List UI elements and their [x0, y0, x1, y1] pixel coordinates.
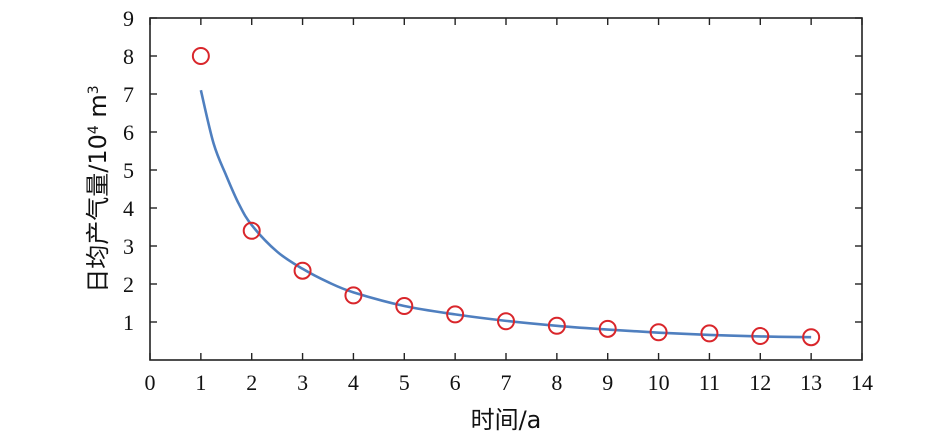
data-point: [700, 324, 719, 343]
x-tick-label: 8: [551, 370, 562, 395]
y-tick-label: 9: [123, 6, 134, 31]
y-tick-labels: 1 2 3 4 5 6 7 8 9: [123, 6, 134, 335]
x-tick-label: 13: [800, 370, 822, 395]
y-axis-label-main: 日均产气量/10: [84, 134, 112, 293]
y-axis-label-exponent: 4: [86, 125, 102, 134]
x-tick-label: 7: [501, 370, 512, 395]
x-tick-label: 12: [749, 370, 771, 395]
y-tick-label: 5: [123, 158, 134, 183]
x-tick-label: 9: [602, 370, 613, 395]
series-marks: [191, 47, 821, 347]
y-axis-label-unit-exponent: 3: [86, 85, 102, 94]
data-point: [191, 47, 210, 65]
y-tick-label: 1: [123, 310, 134, 335]
y-tick-label: 4: [123, 196, 134, 221]
x-tick-label: 14: [851, 370, 873, 395]
data-point: [802, 328, 821, 347]
x-tick-label: 0: [145, 370, 156, 395]
y-tick-label: 8: [123, 44, 134, 69]
data-point: [751, 327, 770, 346]
x-tick-label: 4: [348, 370, 359, 395]
data-point: [395, 297, 414, 316]
tick-marks: [149, 17, 863, 360]
data-point: [547, 316, 566, 335]
y-tick-label: 6: [123, 120, 134, 145]
y-tick-label: 2: [123, 272, 134, 297]
x-tick-label: 2: [246, 370, 257, 395]
y-axis-label: 日均产气量/104 m3: [84, 85, 112, 292]
x-tick-label: 1: [195, 370, 206, 395]
data-point: [344, 286, 363, 305]
data-point: [649, 323, 668, 342]
x-tick-label: 3: [297, 370, 308, 395]
y-axis-label-unit: m: [84, 94, 112, 125]
x-tick-label: 10: [648, 370, 670, 395]
data-point: [497, 312, 515, 331]
data-point: [446, 305, 465, 324]
data-point: [242, 221, 261, 240]
data-point: [598, 319, 617, 338]
x-tick-label: 6: [450, 370, 461, 395]
plot-frame: [149, 17, 863, 361]
data-point: [293, 261, 312, 280]
x-tick-labels: 0 1 2 3 4 5 6 7 8 9 10 11 12 13 14: [145, 370, 874, 395]
y-tick-label: 7: [123, 82, 134, 107]
x-tick-label: 5: [399, 370, 410, 395]
fit-curve: [199, 89, 812, 339]
y-tick-label: 3: [123, 234, 134, 259]
x-tick-label: 11: [699, 370, 720, 395]
x-axis-label: 时间/a: [471, 406, 542, 434]
